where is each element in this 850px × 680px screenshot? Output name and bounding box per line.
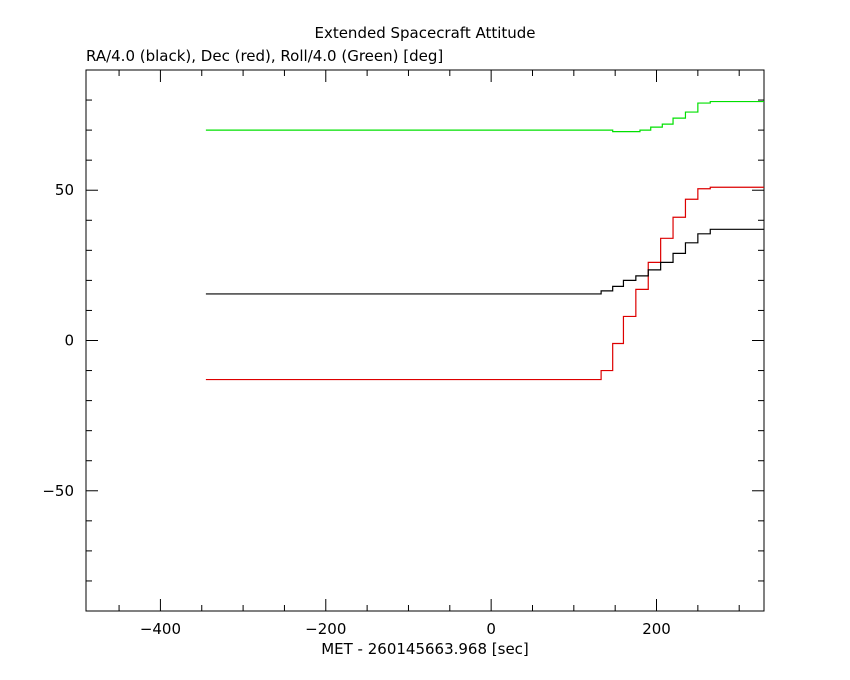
y-tick-label: 0 <box>64 332 74 350</box>
series-group <box>205 100 764 381</box>
x-axis-label: MET - 260145663.968 [sec] <box>321 640 529 658</box>
tick-labels: −400 −200 0 200 −50 0 50 <box>42 181 670 638</box>
series-line-1 <box>205 186 764 381</box>
x-tick-label: −400 <box>140 620 181 638</box>
series-line-0 <box>205 100 764 133</box>
y-tick-label: −50 <box>42 482 74 500</box>
x-tick-label: 0 <box>486 620 496 638</box>
axis-ticks <box>86 70 764 611</box>
series-line-2 <box>205 228 764 295</box>
x-tick-label: −200 <box>305 620 346 638</box>
y-tick-label: 50 <box>55 181 74 199</box>
plot-frame <box>85 69 765 612</box>
y-axis-label: RA/4.0 (black), Dec (red), Roll/4.0 (Gre… <box>86 47 443 65</box>
chart-title: Extended Spacecraft Attitude <box>314 24 535 42</box>
x-tick-label: 200 <box>642 620 671 638</box>
